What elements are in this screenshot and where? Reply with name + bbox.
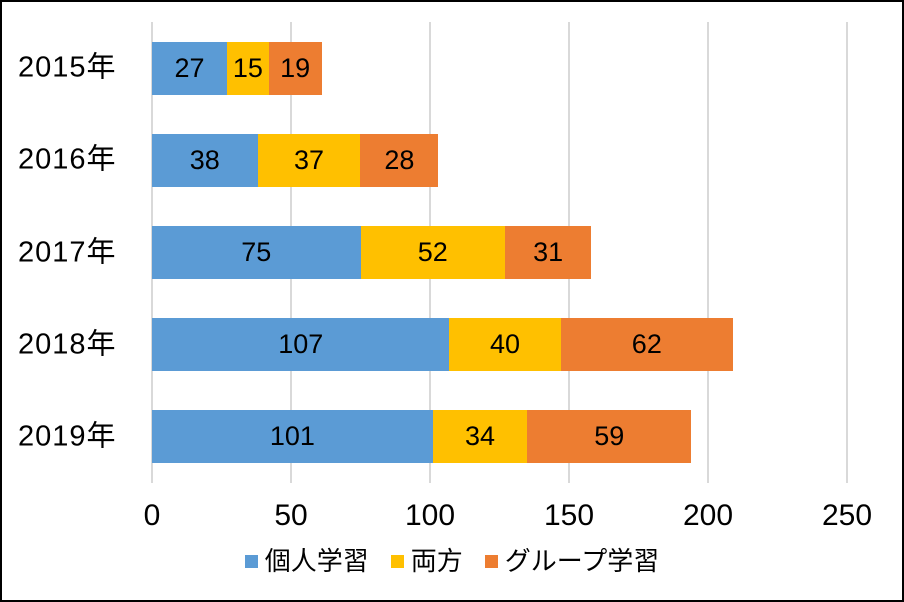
bar-value-label: 15 [232,52,263,83]
legend-label: 両方 [410,546,463,576]
category-label: 2015年 [18,51,117,84]
x-tick-label: 250 [821,499,873,532]
bar-value-label: 37 [294,144,325,175]
bar-segment-individual-study: 27 [152,41,228,95]
bar-segment-group-study: 62 [560,318,733,372]
legend-item-individual-study: 個人学習 [244,546,369,576]
bar-value-label: 38 [189,144,220,175]
bar-segment-both: 52 [360,226,506,279]
bar-value-label: 34 [465,421,496,452]
bar-segment-individual-study: 101 [152,410,433,464]
x-tick-label: 0 [143,499,161,532]
bar-segment-individual-study: 75 [152,226,361,279]
bar-row: 101 34 59 [152,410,692,464]
legend: 個人学習 両方 グループ学習 [2,548,902,574]
bar-segment-individual-study: 107 [152,318,450,372]
bar-segment-group-study: 28 [360,133,439,187]
bar-segment-both: 15 [227,41,269,95]
bar-value-label: 40 [490,329,521,360]
bar-value-label: 52 [417,237,448,267]
x-tick-label: 200 [682,499,734,532]
legend-swatch-icon [244,554,258,568]
gridline [846,22,848,483]
bar-value-label: 28 [384,144,415,175]
bar-value-label: 101 [269,421,315,452]
legend-label: グループ学習 [504,546,660,576]
bar-row: 38 37 28 [152,133,439,187]
category-label: 2018年 [18,328,117,361]
bar-value-label: 19 [280,52,311,83]
legend-label: 個人学習 [264,546,369,576]
x-tick-label: 50 [274,499,308,532]
bar-value-label: 59 [594,421,625,452]
x-tick-label: 100 [404,499,456,532]
gridline [707,22,709,483]
legend-item-group-study: グループ学習 [484,546,660,576]
bar-segment-group-study: 59 [527,410,692,464]
bar-segment-both: 34 [432,410,528,464]
bar-segment-both: 37 [257,133,361,187]
bar-value-label: 62 [631,329,662,360]
bar-segment-individual-study: 38 [152,133,258,187]
bar-row: 75 52 31 [152,226,592,279]
category-label: 2019年 [18,420,117,453]
bar-value-label: 31 [533,237,564,267]
x-tick-label: 150 [543,499,595,532]
bar-segment-group-study: 19 [268,41,322,95]
category-label: 2016年 [18,143,117,176]
category-label: 2017年 [18,236,117,268]
bar-value-label: 107 [278,329,324,360]
bar-value-label: 27 [174,52,205,83]
plot-area: 27 15 19 38 37 28 75 52 31 107 40 62 101 34 59 [151,22,848,483]
legend-item-both: 両方 [390,546,463,576]
bar-value-label: 75 [241,237,272,267]
bar-row: 107 40 62 [152,318,733,372]
bar-segment-both: 40 [449,318,561,372]
legend-swatch-icon [484,554,498,568]
legend-swatch-icon [390,554,404,568]
bar-segment-group-study: 31 [505,226,592,279]
bar-row: 27 15 19 [152,41,322,95]
